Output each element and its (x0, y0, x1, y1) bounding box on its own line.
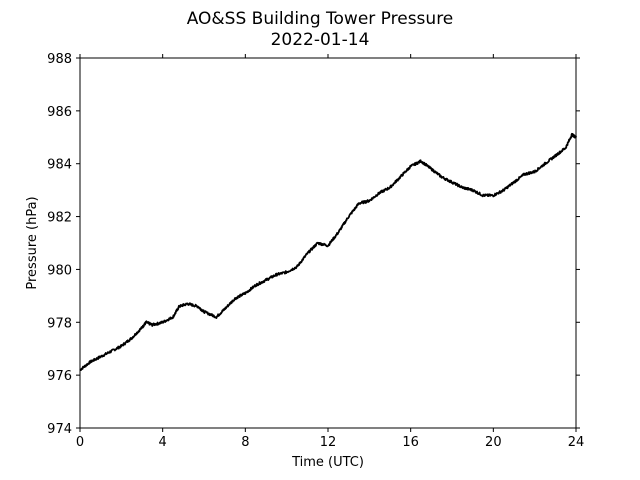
x-axis: 0 4 8 12 16 20 24 (76, 54, 584, 450)
y-tick-label: 978 (47, 316, 72, 331)
y-tick-label: 976 (47, 369, 72, 384)
plot-area: 0 4 8 12 16 20 24 974 976 978 980 982 984 986 988 (47, 52, 584, 450)
y-tick-label: 986 (47, 105, 72, 120)
x-tick-label: 8 (241, 435, 249, 450)
x-axis-label: Time (UTC) (291, 455, 364, 470)
pressure-series-line (79, 132, 577, 371)
plot-frame (79, 57, 577, 429)
x-tick-label: 12 (320, 435, 337, 450)
y-tick-label: 982 (47, 211, 72, 226)
y-tick-label: 980 (47, 263, 72, 278)
x-tick-label: 16 (402, 435, 419, 450)
y-axis: 974 976 978 980 982 984 986 988 (47, 52, 580, 437)
x-tick-label: 24 (568, 435, 585, 450)
y-tick-label: 974 (47, 422, 72, 437)
x-tick-label: 4 (159, 435, 167, 450)
y-axis-label: Pressure (hPa) (25, 196, 40, 289)
y-tick-label: 988 (47, 52, 72, 67)
chart-title: AO&SS Building Tower Pressure (187, 9, 454, 29)
x-tick-label: 20 (485, 435, 502, 450)
chart-subtitle: 2022-01-14 (271, 30, 370, 50)
y-tick-label: 984 (47, 158, 72, 173)
x-tick-label: 0 (76, 435, 84, 450)
